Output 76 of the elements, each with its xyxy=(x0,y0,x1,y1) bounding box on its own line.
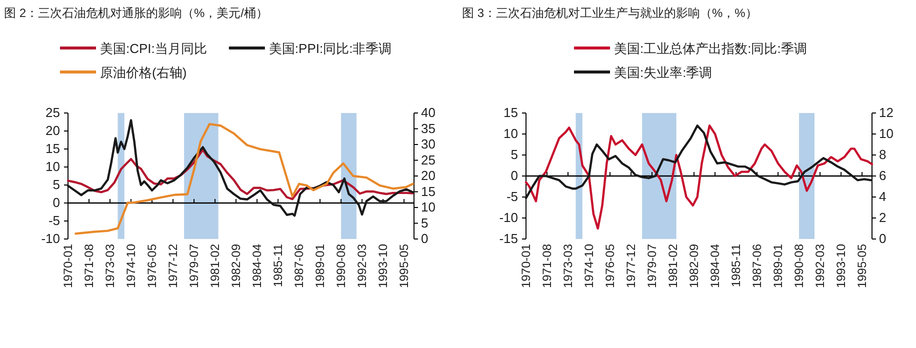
y2-tick-label: 40 xyxy=(421,105,436,120)
legend-label: 美国:PPI:同比:非季调 xyxy=(268,41,392,56)
y2-tick-label: 20 xyxy=(421,168,436,183)
x-tick-label: 1971-08 xyxy=(540,244,554,288)
line-series xyxy=(66,148,414,200)
x-tick-label: 1984-04 xyxy=(708,244,722,288)
x-tick-label: 1985-11 xyxy=(271,244,286,288)
y2-tick-label: 0 xyxy=(421,231,428,246)
y2-tick-label: 8 xyxy=(879,147,886,162)
y-tick-label: -15 xyxy=(499,231,518,246)
x-tick-label: 1979-07 xyxy=(187,244,202,288)
y2-tick-label: 0 xyxy=(879,231,886,246)
x-tick-label: 1979-07 xyxy=(645,244,660,288)
y2-tick-label: 12 xyxy=(879,105,894,120)
x-tick-label: 1981-02 xyxy=(666,244,680,288)
y-tick-label: 15 xyxy=(504,105,518,120)
y2-tick-label: 6 xyxy=(879,168,886,183)
y2-tick-label: 4 xyxy=(879,189,886,204)
x-tick-label: 1995-05 xyxy=(855,244,870,288)
y-tick-label: -5 xyxy=(48,213,60,228)
y-tick-label: 5 xyxy=(510,147,518,162)
x-tick-label: 1970-01 xyxy=(61,244,75,288)
x-tick-label: 1993-10 xyxy=(834,244,848,288)
x-tick-label: 1981-02 xyxy=(208,244,222,288)
y-tick-label: 10 xyxy=(504,126,518,141)
y2-tick-label: 5 xyxy=(421,215,428,230)
y2-tick-label: 10 xyxy=(421,200,436,214)
legend-label: 美国:工业总体产出指数:同比:季调 xyxy=(614,41,807,56)
y2-tick-label: 15 xyxy=(421,184,436,199)
x-tick-label: 1974-10 xyxy=(124,244,138,288)
x-tick-label: 1976-05 xyxy=(145,244,160,288)
y2-tick-label: 30 xyxy=(421,136,436,152)
x-tick-label: 1977-12 xyxy=(624,244,638,288)
legend-label: 原油价格(右轴) xyxy=(100,65,187,80)
x-tick-label: 1987-06 xyxy=(750,244,764,288)
x-tick-label: 1992-03 xyxy=(355,244,370,288)
x-tick-label: 1971-08 xyxy=(82,244,96,288)
y-tick-label: -10 xyxy=(499,210,518,225)
legend-label: 美国:CPI:当月同比 xyxy=(100,41,207,56)
y-tick-label: 15 xyxy=(46,141,60,156)
x-tick-label: 1984-04 xyxy=(250,244,264,288)
x-tick-label: 1970-01 xyxy=(519,244,533,288)
x-tick-label: 1995-05 xyxy=(397,244,412,288)
line-series xyxy=(524,124,874,230)
x-tick-label: 1973-03 xyxy=(561,244,576,288)
y2-tick-label: 10 xyxy=(879,126,894,141)
x-tick-label: 1987-06 xyxy=(292,244,306,288)
y-tick-label: 5 xyxy=(52,177,60,192)
x-tick-label: 1977-12 xyxy=(166,244,180,288)
x-tick-label: 1990-08 xyxy=(792,244,806,288)
x-tick-label: 1974-10 xyxy=(582,244,596,288)
x-tick-label: 1989-01 xyxy=(313,244,328,288)
x-tick-label: 1989-01 xyxy=(771,244,786,288)
x-tick-label: 1982-09 xyxy=(687,244,702,288)
y2-tick-label: 2 xyxy=(879,210,886,225)
x-tick-label: 1985-11 xyxy=(729,244,744,288)
x-tick-label: 1973-03 xyxy=(103,244,118,288)
x-tick-label: 1982-09 xyxy=(229,244,244,288)
x-tick-label: 1992-03 xyxy=(813,244,828,288)
y2-tick-label: 35 xyxy=(421,120,436,136)
legend-label: 美国:失业率:季调 xyxy=(614,65,712,80)
y-tick-label: -5 xyxy=(506,189,518,204)
chart-title: 图 2：三次石油危机对通胀的影响（%，美元/桶） xyxy=(4,6,268,20)
line-series xyxy=(66,119,414,217)
x-tick-label: 1993-10 xyxy=(376,244,390,288)
y-tick-label: 0 xyxy=(52,195,60,210)
chart-title: 图 3：三次石油危机对工业生产与就业的影响（%，%） xyxy=(462,6,758,20)
y-tick-label: 20 xyxy=(46,123,60,138)
y-tick-label: 10 xyxy=(46,159,60,174)
y2-tick-label: 25 xyxy=(421,152,436,168)
x-tick-label: 1990-08 xyxy=(334,244,348,288)
line-series xyxy=(74,122,414,235)
y-tick-label: 0 xyxy=(510,168,518,183)
y-tick-label: 25 xyxy=(46,105,60,120)
x-tick-label: 1976-05 xyxy=(603,244,618,288)
y-tick-label: -10 xyxy=(41,231,60,246)
